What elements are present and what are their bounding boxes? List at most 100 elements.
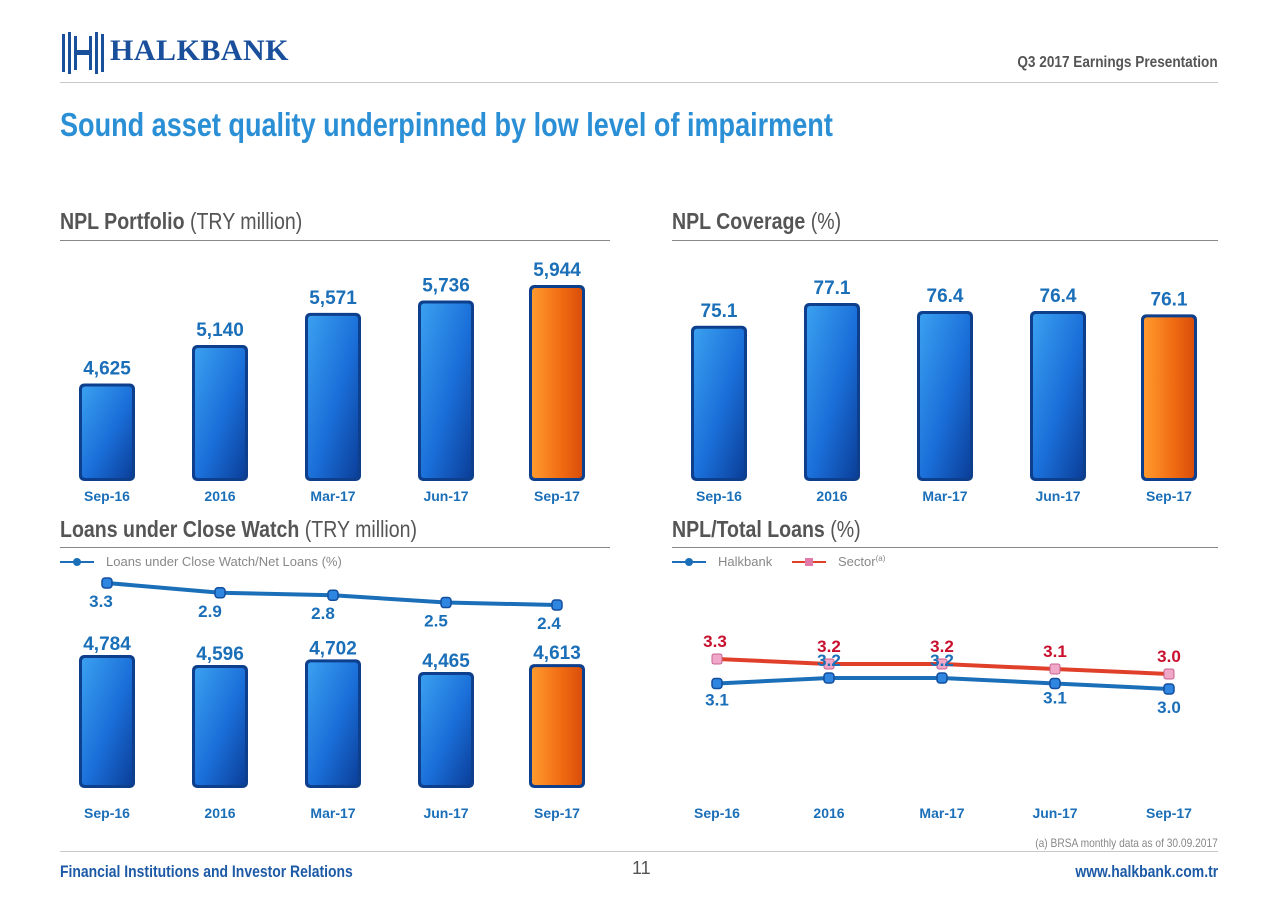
line-point	[214, 587, 226, 599]
bar-value-label: 76.1	[1151, 289, 1188, 310]
sector-value-label: 3.2	[930, 637, 954, 656]
npl-portfolio-title-text: NPL Portfolio	[60, 208, 185, 234]
bar-value-label: 4,596	[196, 644, 244, 665]
npl-total-divider	[672, 547, 1218, 548]
line-point	[101, 577, 113, 589]
close-watch-title: Loans under Close Watch (TRY million)	[60, 516, 417, 543]
bar	[421, 674, 471, 785]
bar	[308, 662, 358, 785]
legend-marker-sector	[805, 558, 813, 566]
footer-department: Financial Institutions and Investor Rela…	[60, 862, 353, 881]
category-label: Sep-16	[694, 805, 740, 821]
bar	[195, 348, 245, 478]
bar	[532, 288, 582, 478]
close-watch-divider	[60, 547, 610, 548]
close-watch-title-text: Loans under Close Watch	[60, 516, 300, 542]
sector-point	[1049, 663, 1061, 675]
bar	[421, 303, 471, 478]
bar	[532, 667, 582, 785]
legend-label-sector: Sector(a)	[838, 554, 886, 569]
line-value-label: 3.3	[89, 592, 113, 611]
bar	[694, 328, 744, 478]
halkbank-value-label: 3.2	[817, 651, 841, 670]
npl-coverage-unit: (%)	[810, 208, 842, 234]
bar-value-label: 5,571	[309, 288, 357, 309]
npl-portfolio-unit: (TRY million)	[189, 208, 303, 234]
category-label: 2016	[816, 488, 847, 504]
line-value-label: 2.5	[424, 612, 448, 631]
bar-value-label: 76.4	[1040, 286, 1077, 307]
line-point	[551, 599, 563, 611]
page-number: 11	[632, 858, 651, 878]
halkbank-value-label: 3.1	[705, 691, 729, 710]
npl-total-unit: (%)	[830, 516, 861, 542]
bar-value-label: 4,465	[422, 651, 470, 672]
line-point	[440, 596, 452, 609]
category-label: Jun-17	[423, 488, 468, 504]
category-label: Jun-17	[1032, 805, 1077, 821]
footer-divider	[60, 851, 1218, 852]
category-label: Mar-17	[310, 488, 355, 504]
halkbank-point	[823, 672, 835, 684]
bar	[82, 658, 132, 785]
category-label: Sep-17	[1146, 805, 1192, 821]
close-watch-chart: 4,784 4,596 4,702 4,465 4,613 Sep-16 2016 Mar-1…	[60, 554, 585, 821]
category-label: Sep-16	[84, 805, 130, 821]
sector-value-label: 3.1	[1043, 642, 1067, 661]
legend-label-halkbank: Halkbank	[718, 554, 773, 569]
halkbank-point	[1049, 677, 1061, 690]
category-label: Jun-17	[423, 805, 468, 821]
bar	[195, 668, 245, 785]
legend-marker-halkbank	[685, 558, 693, 566]
category-label: Sep-17	[534, 488, 580, 504]
halkbank-value-label: 3.2	[930, 651, 954, 670]
bar-value-label: 5,736	[422, 276, 470, 297]
halkbank-logo	[60, 30, 106, 81]
sector-point	[936, 658, 948, 670]
category-label: 2016	[813, 805, 844, 821]
bar-value-label: 5,944	[533, 260, 581, 281]
npl-portfolio-title: NPL Portfolio (TRY million)	[60, 208, 302, 235]
npl-coverage-chart: 75.1 77.1 76.4 76.4 76.1 Sep-16 2016 Mar-17 Jun-…	[691, 278, 1197, 504]
line-value-label: 2.4	[537, 614, 561, 633]
footer-website-link[interactable]: www.halkbank.com.tr	[1075, 862, 1218, 881]
category-label: Sep-17	[534, 805, 580, 821]
halkbank-value-label: 3.1	[1043, 689, 1067, 708]
sector-value-label: 3.0	[1157, 647, 1181, 666]
halkbank-logo-icon	[62, 32, 104, 74]
line-point	[327, 589, 339, 601]
close-watch-unit: (TRY million)	[304, 516, 418, 542]
bar-value-label: 4,702	[309, 638, 357, 659]
page-title: Sound asset quality underpinned by low l…	[60, 106, 833, 143]
sector-point	[823, 658, 835, 670]
npl-coverage-divider	[672, 240, 1218, 241]
line-value-label: 2.8	[311, 604, 335, 623]
halkbank-point	[711, 677, 723, 690]
legend-marker	[73, 558, 81, 566]
category-label: Sep-17	[1146, 488, 1192, 504]
npl-total-chart: Halkbank Sector(a)3.3 3.2 3.2 3.1 3.03.13.2 3.…	[672, 554, 1192, 821]
halkbank-value-label: 3.0	[1157, 698, 1181, 717]
header-divider	[60, 82, 1218, 83]
npl-portfolio-divider	[60, 240, 610, 241]
sector-point	[1163, 668, 1175, 680]
brand-name: HALKBANK	[110, 34, 290, 67]
sector-point	[711, 653, 723, 665]
category-label: 2016	[204, 805, 235, 821]
sector-value-label: 3.2	[817, 637, 841, 656]
bar	[807, 306, 857, 478]
category-label: Sep-16	[696, 488, 742, 504]
halkbank-point	[936, 672, 948, 684]
bar-value-label: 5,140	[196, 320, 244, 341]
bar-value-label: 4,613	[533, 643, 581, 664]
bar-value-label: 4,625	[83, 359, 131, 380]
bar	[1144, 317, 1194, 478]
bar	[308, 315, 358, 478]
bar-value-label: 76.4	[927, 286, 964, 307]
bar	[920, 313, 970, 478]
bar	[82, 386, 132, 478]
bar-value-label: 75.1	[701, 301, 738, 322]
category-label: Mar-17	[310, 805, 355, 821]
presentation-title: Q3 2017 Earnings Presentation	[1017, 54, 1218, 71]
npl-coverage-title: NPL Coverage (%)	[672, 208, 841, 235]
